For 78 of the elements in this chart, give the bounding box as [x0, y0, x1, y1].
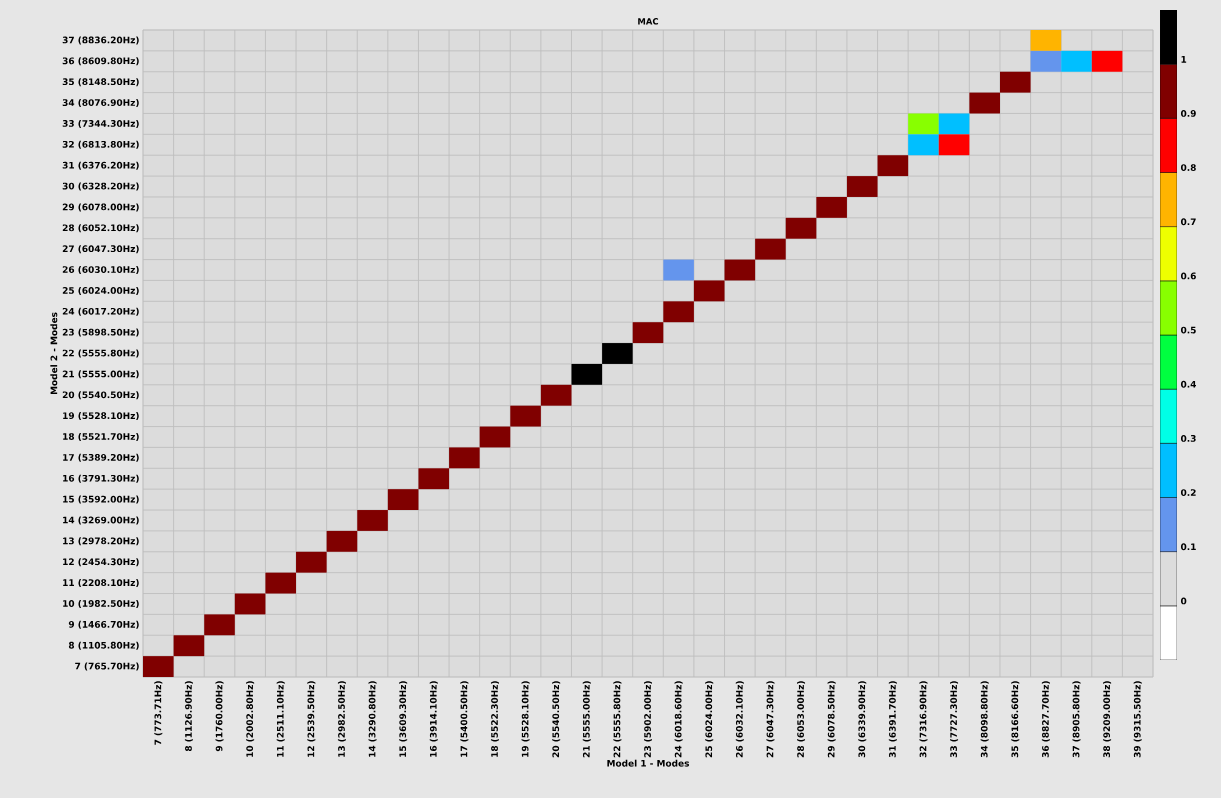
x-tick-label: 22 (5555.80Hz) — [613, 681, 622, 758]
x-tick-label: 15 (3609.30Hz) — [399, 681, 408, 757]
y-tick-label: 29 (6078.00Hz) — [62, 203, 139, 212]
x-tick-label: 37 (8905.80Hz) — [1072, 681, 1081, 758]
y-tick-label: 35 (8148.50Hz) — [62, 78, 139, 87]
x-tick-label: 9 (1760.00Hz) — [215, 681, 224, 752]
y-tick-label: 10 (1982.50Hz) — [63, 599, 139, 608]
x-tick-label: 12 (2539.50Hz) — [307, 681, 316, 757]
x-tick-label: 24 (6018.60Hz) — [674, 681, 683, 758]
y-tick-label: 11 (2208.10Hz) — [63, 579, 139, 588]
x-tick-label: 36 (8827.70Hz) — [1041, 681, 1050, 758]
y-tick-label: 34 (8076.90Hz) — [62, 99, 139, 108]
x-tick-label: 26 (6032.10Hz) — [735, 681, 744, 758]
x-tick-label: 23 (5902.00Hz) — [644, 681, 652, 758]
x-tick-label: 33 (7727.30Hz) — [950, 681, 959, 758]
chart-title: MAC — [638, 18, 659, 25]
y-tick-label: 20 (5540.50Hz) — [62, 391, 139, 400]
x-tick-label: 21 (5555.00Hz) — [582, 681, 591, 758]
y-tick-label: 23 (5898.50Hz) — [62, 328, 139, 337]
y-tick-label: 24 (6017.20Hz) — [62, 307, 139, 316]
y-tick-label: 13 (2978.20Hz) — [63, 537, 139, 546]
x-tick-label: 17 (5400.50Hz) — [460, 681, 469, 757]
y-tick-label: 15 (3592.00Hz) — [63, 495, 139, 504]
y-tick-label: 21 (5555.00Hz) — [62, 370, 139, 379]
color-bar-label: 0.5 — [1180, 326, 1196, 334]
y-axis-title: Model 2 - Modes — [50, 312, 58, 395]
x-tick-label: 7 (773.71Hz) — [154, 681, 163, 745]
x-tick-label: 14 (3290.80Hz) — [368, 681, 377, 757]
x-tick-label: 20 (5540.50Hz) — [552, 681, 561, 758]
x-tick-label: 34 (8098.80Hz) — [980, 681, 989, 758]
x-tick-label: 13 (2982.50Hz) — [337, 681, 346, 757]
color-bar-label: 0.4 — [1180, 380, 1197, 388]
y-tick-label: 30 (6328.20Hz) — [62, 182, 139, 191]
color-bar-label: 0.9 — [1180, 110, 1196, 117]
x-tick-label: 16 (3914.10Hz) — [429, 681, 438, 757]
y-tick-label: 22 (5555.80Hz) — [62, 349, 139, 358]
y-tick-label: 8 (1105.80Hz) — [68, 641, 139, 650]
x-tick-label: 8 (1126.90Hz) — [184, 681, 193, 752]
x-tick-label: 29 (6078.50Hz) — [827, 681, 836, 758]
x-tick-label: 38 (9209.00Hz) — [1103, 681, 1112, 758]
x-tick-label: 39 (9315.50Hz) — [1133, 681, 1142, 758]
color-bar-label: 0.6 — [1180, 272, 1196, 280]
y-tick-label: 28 (6052.10Hz) — [62, 224, 139, 233]
y-tick-label: 25 (6024.00Hz) — [62, 286, 139, 295]
x-tick-label: 19 (5528.10Hz) — [521, 681, 530, 757]
y-tick-label: 9 (1466.70Hz) — [68, 620, 139, 629]
x-tick-label: 35 (8166.60Hz) — [1011, 681, 1020, 758]
y-tick-label: 14 (3269.00Hz) — [63, 516, 139, 525]
x-axis-title: Model 1 - Modes — [607, 759, 690, 767]
y-tick-label: 17 (5389.20Hz) — [63, 453, 139, 462]
y-tick-label: 18 (5521.70Hz) — [63, 432, 139, 441]
y-tick-label: 37 (8836.20Hz) — [62, 36, 139, 45]
x-tick-label: 32 (7316.90Hz) — [919, 681, 928, 758]
y-tick-label: 26 (6030.10Hz) — [62, 266, 139, 275]
color-bar-label: 1 — [1181, 56, 1187, 63]
y-tick-label: 31 (6376.20Hz) — [62, 161, 139, 170]
x-tick-label: 11 (2511.10Hz) — [276, 681, 285, 757]
color-bar-label: 0.7 — [1180, 218, 1196, 226]
x-tick-label: 10 (2002.80Hz) — [246, 681, 255, 757]
y-tick-label: 27 (6047.30Hz) — [62, 245, 139, 254]
y-tick-label: 12 (2454.30Hz) — [63, 558, 139, 567]
x-tick-label: 18 (5522.30Hz) — [490, 681, 499, 757]
color-bar-label: 0.8 — [1180, 164, 1196, 171]
color-bar-label: 0.2 — [1180, 489, 1196, 496]
x-tick-label: 27 (6047.30Hz) — [766, 681, 775, 758]
y-tick-label: 19 (5528.10Hz) — [63, 412, 139, 421]
color-bar-label: 0.3 — [1180, 435, 1196, 442]
y-tick-label: 32 (6813.80Hz) — [62, 140, 139, 149]
y-tick-label: 7 (765.70Hz) — [75, 662, 139, 671]
x-tick-label: 28 (6053.00Hz) — [797, 681, 806, 758]
y-tick-label: 33 (7344.30Hz) — [62, 119, 139, 128]
x-tick-label: 31 (6391.70Hz) — [888, 681, 897, 758]
x-tick-label: 30 (6339.90Hz) — [858, 681, 867, 758]
color-bar-label: 0 — [1180, 597, 1187, 605]
color-bar-label: 0.1 — [1180, 543, 1196, 551]
y-tick-label: 36 (8609.80Hz) — [62, 57, 139, 66]
x-tick-label: 25 (6024.00Hz) — [705, 681, 714, 758]
y-tick-label: 16 (3791.30Hz) — [63, 474, 139, 483]
